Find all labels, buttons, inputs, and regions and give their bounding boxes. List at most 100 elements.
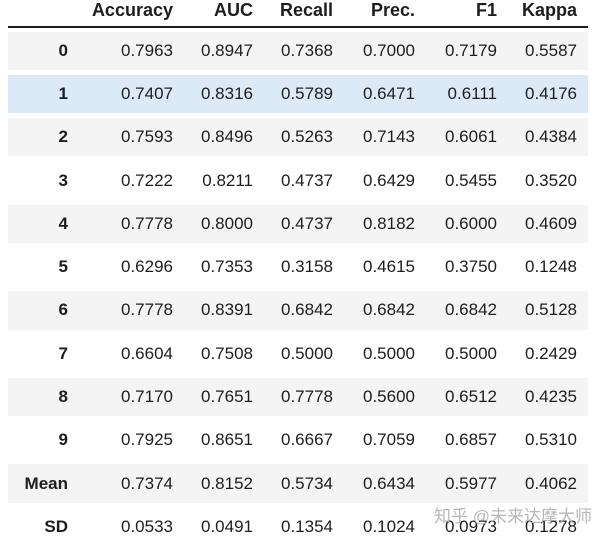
table-row-4: 4 0.7778 0.8000 0.4737 0.8182 0.6000 0.4… bbox=[8, 204, 588, 243]
column-header-f1: F1 bbox=[475, 0, 497, 20]
table-row-3: 3 0.7222 0.8211 0.4737 0.6429 0.5455 0.3… bbox=[8, 161, 588, 199]
row-label: 1 bbox=[58, 83, 68, 103]
table-cell: 0.7143 bbox=[363, 127, 415, 147]
table-cell: 0.5600 bbox=[363, 387, 415, 407]
table-cell: 0.6061 bbox=[445, 127, 497, 147]
table-cell: 0.5789 bbox=[281, 83, 333, 103]
table-cell: 0.6296 bbox=[121, 257, 173, 277]
table-cell: 0.5000 bbox=[363, 343, 415, 363]
row-label: 8 bbox=[58, 387, 68, 407]
table-cell: 0.5263 bbox=[281, 127, 333, 147]
table-cell: 0.6512 bbox=[445, 387, 497, 407]
table-body: 0 0.7963 0.8947 0.7368 0.7000 0.7179 0.5… bbox=[0, 28, 600, 547]
table-header-row: Accuracy AUC Recall Prec. F1 Kappa bbox=[8, 0, 588, 28]
column-header-prec: Prec. bbox=[370, 0, 415, 20]
table-cell: 0.8651 bbox=[201, 430, 253, 450]
table-cell: 0.4384 bbox=[525, 127, 577, 147]
table-cell: 0.4235 bbox=[525, 387, 577, 407]
table-cell: 0.7508 bbox=[201, 343, 253, 363]
column-header-auc: AUC bbox=[214, 0, 253, 20]
table-cell: 0.5128 bbox=[525, 300, 577, 320]
table-cell: 0.7651 bbox=[201, 387, 253, 407]
table-cell: 0.5734 bbox=[281, 473, 333, 493]
table-row-mean: Mean 0.7374 0.8152 0.5734 0.6434 0.5977 … bbox=[8, 464, 588, 503]
table-cell: 0.4737 bbox=[281, 213, 333, 233]
table-cell: 0.8496 bbox=[201, 127, 253, 147]
table-cell: 0.7925 bbox=[121, 430, 173, 450]
table-cell: 0.6000 bbox=[445, 213, 497, 233]
table-cell: 0.8000 bbox=[201, 213, 253, 233]
table-cell: 0.6111 bbox=[447, 83, 497, 103]
table-cell: 0.5455 bbox=[445, 170, 497, 190]
table-cell: 0.8182 bbox=[363, 213, 415, 233]
table-cell: 0.7963 bbox=[121, 40, 173, 60]
table-row-0: 0 0.7963 0.8947 0.7368 0.7000 0.7179 0.5… bbox=[8, 31, 588, 70]
table-cell: 0.4609 bbox=[525, 213, 577, 233]
table-cell: 0.6842 bbox=[281, 300, 333, 320]
table-cell: 0.4176 bbox=[525, 83, 577, 103]
table-row-7: 7 0.6604 0.7508 0.5000 0.5000 0.5000 0.2… bbox=[8, 335, 588, 373]
table-cell: 0.7368 bbox=[281, 40, 333, 60]
table-cell: 0.5977 bbox=[445, 473, 497, 493]
table-cell: 0.7170 bbox=[121, 387, 173, 407]
table-cell: 0.7593 bbox=[121, 127, 173, 147]
table-cell: 0.5310 bbox=[525, 430, 577, 450]
table-row-6: 6 0.7778 0.8391 0.6842 0.6842 0.6842 0.5… bbox=[8, 291, 588, 330]
table-cell: 0.8316 bbox=[201, 83, 253, 103]
table-cell: 0.1278 bbox=[525, 516, 577, 536]
row-label: 5 bbox=[58, 257, 68, 277]
table-cell: 0.7353 bbox=[201, 257, 253, 277]
table-cell: 0.1024 bbox=[363, 516, 415, 536]
table-cell: 0.4615 bbox=[363, 257, 415, 277]
table-row-2: 2 0.7593 0.8496 0.5263 0.7143 0.6061 0.4… bbox=[8, 118, 588, 157]
table-row-5: 5 0.6296 0.7353 0.3158 0.4615 0.3750 0.1… bbox=[8, 248, 588, 286]
table-cell: 0.3158 bbox=[281, 257, 333, 277]
row-label: 0 bbox=[58, 40, 68, 60]
table-cell: 0.5000 bbox=[281, 343, 333, 363]
table-row-8: 8 0.7170 0.7651 0.7778 0.5600 0.6512 0.4… bbox=[8, 377, 588, 417]
table-cell: 0.6429 bbox=[363, 170, 415, 190]
table-cell: 0.5000 bbox=[445, 343, 497, 363]
row-label: 2 bbox=[58, 127, 68, 147]
table-cell: 0.7179 bbox=[445, 40, 497, 60]
table-cell: 0.7407 bbox=[121, 83, 173, 103]
table-row-9: 9 0.7925 0.8651 0.6667 0.7059 0.6857 0.5… bbox=[8, 421, 588, 459]
table-cell: 0.0533 bbox=[121, 516, 173, 536]
row-label: 7 bbox=[58, 343, 68, 363]
row-label: 9 bbox=[58, 430, 68, 450]
table-cell: 0.6842 bbox=[363, 300, 415, 320]
table-cell: 0.7778 bbox=[281, 387, 333, 407]
table-cell: 0.7778 bbox=[121, 213, 173, 233]
table-cell: 0.3520 bbox=[525, 170, 577, 190]
table-cell: 0.3750 bbox=[445, 257, 497, 277]
table-cell: 0.6604 bbox=[121, 343, 173, 363]
table-cell: 0.8947 bbox=[201, 40, 253, 60]
table-cell: 0.1354 bbox=[281, 516, 333, 536]
table-cell: 0.7000 bbox=[363, 40, 415, 60]
table-cell: 0.6842 bbox=[445, 300, 497, 320]
table-cell: 0.8152 bbox=[201, 473, 253, 493]
table-cell: 0.2429 bbox=[525, 343, 577, 363]
table-cell: 0.5587 bbox=[525, 40, 577, 60]
table-cell: 0.0973 bbox=[445, 516, 497, 536]
column-header-accuracy: Accuracy bbox=[91, 0, 173, 20]
table-row-1-highlighted: 1 0.7407 0.8316 0.5789 0.6471 0.6111 0.4… bbox=[8, 74, 588, 114]
table-cell: 0.4737 bbox=[281, 170, 333, 190]
row-label: 3 bbox=[58, 170, 68, 190]
row-label: SD bbox=[44, 516, 68, 536]
table-cell: 0.6667 bbox=[281, 430, 333, 450]
table-row-sd: SD 0.0533 0.0491 0.1354 0.1024 0.0973 0.… bbox=[8, 508, 588, 546]
table-cell: 0.6857 bbox=[445, 430, 497, 450]
row-label: 4 bbox=[58, 213, 68, 233]
table-cell: 0.8211 bbox=[202, 170, 253, 190]
table-cell: 0.6471 bbox=[363, 83, 415, 103]
table-cell: 0.6434 bbox=[363, 473, 415, 493]
table-cell: 0.4062 bbox=[525, 473, 577, 493]
table-cell: 0.7778 bbox=[121, 300, 173, 320]
column-header-recall: Recall bbox=[279, 0, 333, 20]
table-cell: 0.1248 bbox=[525, 257, 577, 277]
row-label: 6 bbox=[58, 300, 68, 320]
row-label: Mean bbox=[24, 473, 68, 493]
table-cell: 0.0491 bbox=[201, 516, 253, 536]
